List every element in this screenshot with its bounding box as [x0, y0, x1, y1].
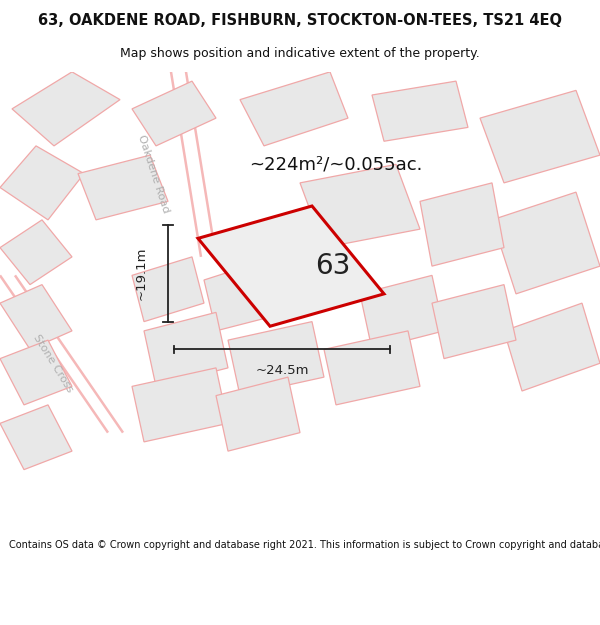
Polygon shape — [228, 322, 324, 396]
Polygon shape — [144, 312, 228, 386]
Polygon shape — [216, 377, 300, 451]
Polygon shape — [0, 340, 72, 405]
Polygon shape — [504, 303, 600, 391]
Text: 63, OAKDENE ROAD, FISHBURN, STOCKTON-ON-TEES, TS21 4EQ: 63, OAKDENE ROAD, FISHBURN, STOCKTON-ON-… — [38, 12, 562, 28]
Polygon shape — [132, 368, 228, 442]
Text: Contains OS data © Crown copyright and database right 2021. This information is : Contains OS data © Crown copyright and d… — [9, 541, 600, 551]
Polygon shape — [0, 405, 72, 469]
Text: Oakdene Road: Oakdene Road — [136, 133, 170, 214]
Polygon shape — [12, 72, 120, 146]
Text: ~24.5m: ~24.5m — [255, 364, 309, 377]
Polygon shape — [492, 192, 600, 294]
Polygon shape — [300, 164, 420, 248]
Polygon shape — [198, 206, 384, 326]
Polygon shape — [372, 81, 468, 141]
Polygon shape — [240, 72, 348, 146]
Polygon shape — [78, 155, 168, 220]
Text: ~224m²/~0.055ac.: ~224m²/~0.055ac. — [250, 156, 422, 173]
Polygon shape — [204, 257, 288, 331]
Polygon shape — [480, 91, 600, 183]
Polygon shape — [432, 284, 516, 359]
Text: ~19.1m: ~19.1m — [134, 246, 148, 300]
Polygon shape — [0, 284, 72, 349]
Text: 63: 63 — [316, 252, 350, 280]
Polygon shape — [0, 146, 84, 220]
Polygon shape — [420, 183, 504, 266]
Text: Stone Cross: Stone Cross — [31, 332, 74, 394]
Text: Map shows position and indicative extent of the property.: Map shows position and indicative extent… — [120, 48, 480, 61]
Polygon shape — [360, 276, 444, 349]
Polygon shape — [324, 331, 420, 405]
Polygon shape — [0, 220, 72, 284]
Polygon shape — [132, 257, 204, 322]
Polygon shape — [132, 81, 216, 146]
